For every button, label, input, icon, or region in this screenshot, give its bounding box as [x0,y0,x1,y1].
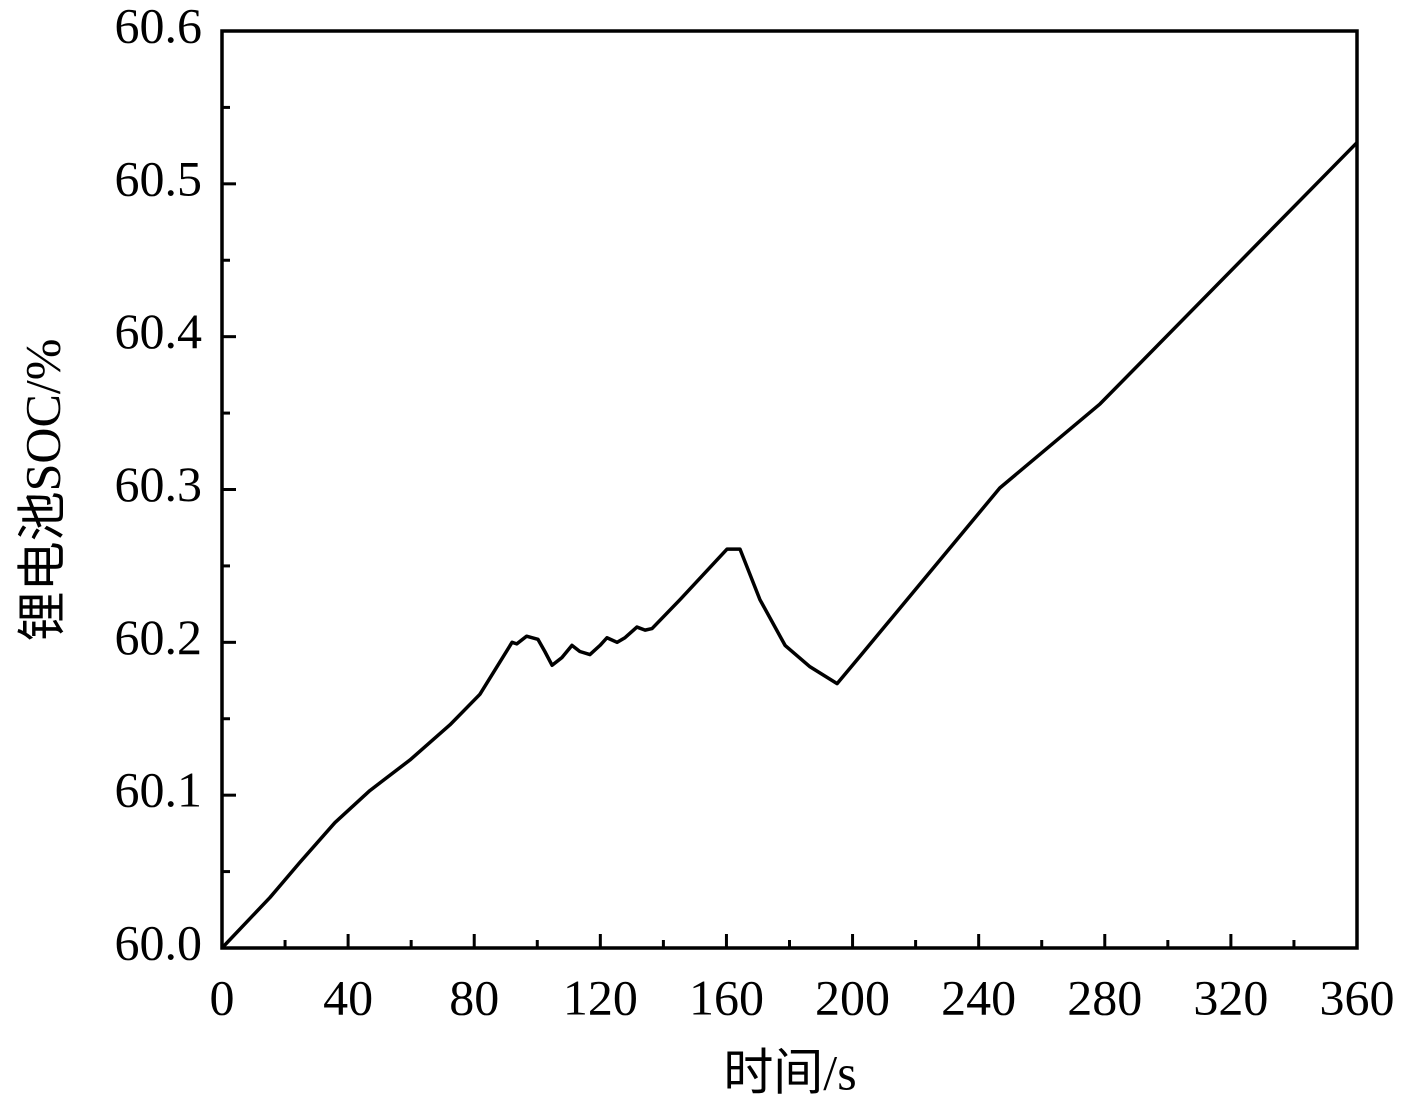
y-tick-label: 60.6 [115,0,203,53]
x-tick-label: 200 [815,969,890,1025]
x-tick-label: 160 [689,969,764,1025]
x-tick-label: 120 [563,969,638,1025]
x-tick-label: 320 [1193,969,1268,1025]
x-tick-label: 0 [210,969,235,1025]
y-tick-label: 60.0 [115,914,203,970]
y-tick-label: 60.5 [115,150,203,206]
y-tick-label: 60.3 [115,456,203,512]
y-axis-label: 锂电池SOC/% [14,339,70,642]
x-axis-label: 时间/s [723,1044,856,1100]
data-line [220,141,1359,950]
x-tick-label: 40 [323,969,373,1025]
y-tick-label: 60.1 [115,762,203,818]
plot-frame [220,29,1359,950]
y-tick-label: 60.2 [115,609,203,665]
x-tick-label: 360 [1320,969,1395,1025]
x-tick-label: 240 [941,969,1016,1025]
y-tick-label: 60.4 [115,303,203,359]
x-tick-label: 280 [1067,969,1142,1025]
x-tick-label: 80 [449,969,499,1025]
